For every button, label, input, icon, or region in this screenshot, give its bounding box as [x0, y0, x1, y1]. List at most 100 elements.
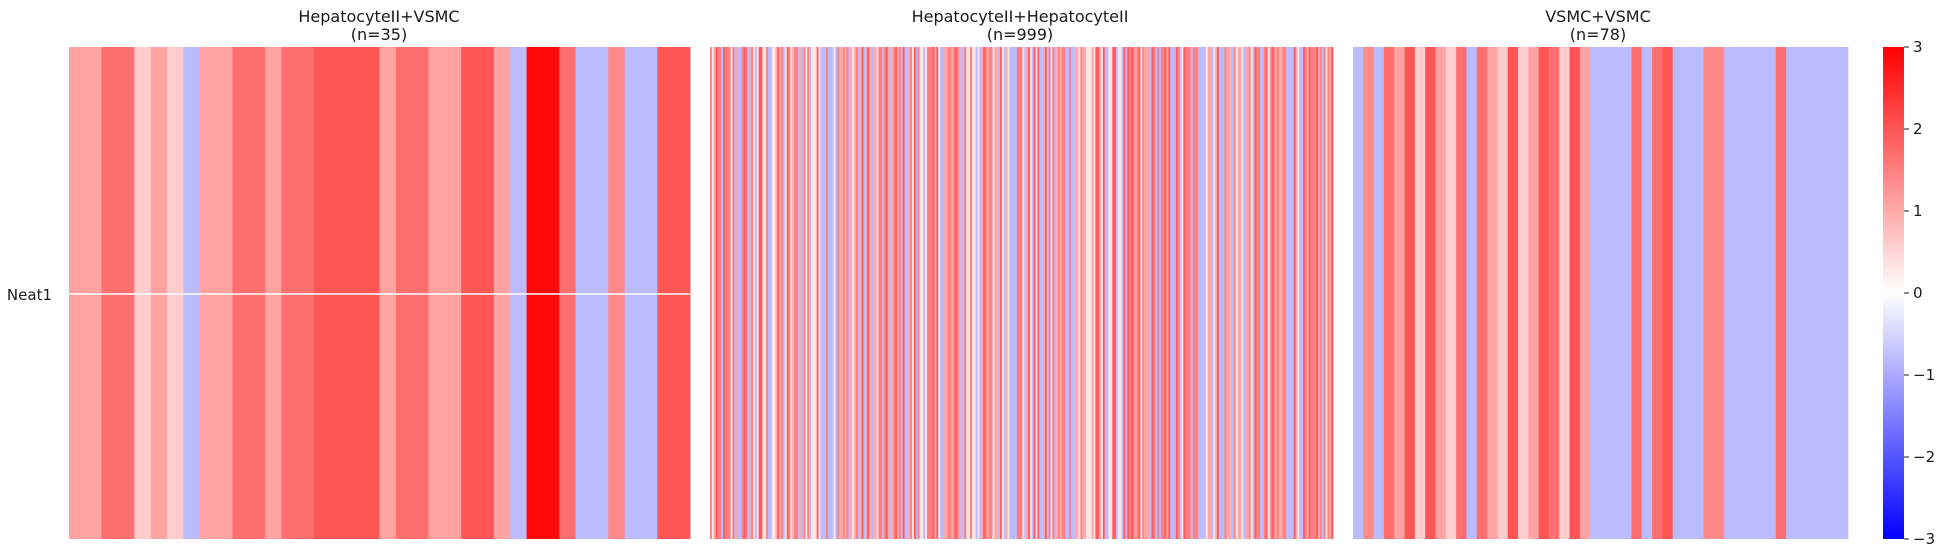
heatmap-cell — [1192, 47, 1195, 539]
heatmap-cell — [829, 47, 833, 539]
heatmap-cell — [1121, 47, 1124, 539]
heatmap-cell — [1734, 47, 1746, 539]
panel-hepatocyteii-vsmc — [69, 47, 691, 539]
heatmap-cell — [1097, 47, 1100, 539]
heatmap-cell — [985, 47, 988, 539]
heatmap-cell — [906, 47, 909, 539]
heatmap-cell — [1200, 47, 1203, 539]
heatmap-cell — [1069, 47, 1072, 539]
heatmap-cell — [820, 47, 823, 539]
heatmap-cell — [1276, 47, 1280, 539]
heatmap-cell — [1713, 47, 1725, 539]
heatmap-cell — [825, 47, 829, 539]
heatmap-cell — [1196, 47, 1199, 539]
heatmap-cell — [938, 47, 941, 539]
heatmap-cell — [962, 47, 965, 539]
heatmap-cell — [968, 47, 971, 539]
heatmap-cell — [893, 47, 896, 539]
heatmap-cell — [721, 47, 724, 539]
heatmap-cell — [1187, 47, 1190, 539]
heatmap-cell — [1228, 47, 1231, 539]
heatmap-cell — [477, 47, 495, 539]
heatmap-cell — [964, 47, 967, 539]
heatmap-cell — [1101, 47, 1104, 539]
heatmap-cell — [895, 47, 898, 539]
heatmap-cell — [1130, 47, 1134, 539]
heatmap-cell — [1329, 47, 1332, 539]
heatmap-cell — [717, 47, 720, 539]
heatmap-cell — [713, 47, 717, 539]
heatmap-cell — [1217, 47, 1220, 539]
heatmap-cell — [1383, 47, 1395, 539]
heatmap-cell — [1263, 47, 1267, 539]
heatmap-cell — [150, 47, 168, 539]
heatmap-cell — [855, 47, 859, 539]
heatmap-cell — [1288, 47, 1291, 539]
heatmap-cell — [814, 47, 818, 539]
heatmap-cell — [921, 47, 924, 539]
panel-2-title: HepatocyteII+HepatocyteII — [912, 7, 1129, 26]
heatmap-cell — [788, 47, 791, 539]
heatmap-cell — [1018, 47, 1021, 539]
heatmap-cell — [998, 47, 1001, 539]
heatmap-cell — [1185, 47, 1188, 539]
heatmap-cell — [1528, 47, 1540, 539]
heatmap-cell — [728, 47, 731, 539]
heatmap-cell — [1160, 47, 1164, 539]
heatmap-cell — [1190, 47, 1194, 539]
heatmap-cell — [1037, 47, 1040, 539]
heatmap-cell — [101, 47, 119, 539]
panel-3-subtitle: (n=78) — [1570, 25, 1626, 44]
heatmap-cell — [1231, 47, 1235, 539]
heatmap-cell — [395, 47, 413, 539]
heatmap-cell — [1072, 47, 1076, 539]
heatmap-cell — [876, 47, 879, 539]
heatmap-cell — [768, 47, 771, 539]
heatmap-cell — [1252, 47, 1255, 539]
heatmap-cell — [981, 47, 984, 539]
heatmap-cell — [779, 47, 782, 539]
heatmap-cell — [1215, 47, 1218, 539]
heatmap-cell — [1159, 47, 1162, 539]
heatmap-cell — [743, 47, 746, 539]
heatmap-cell — [1157, 47, 1160, 539]
heatmap-cell — [867, 47, 870, 539]
heatmap-cell — [859, 47, 862, 539]
heatmap-cell — [1538, 47, 1550, 539]
heatmap-cell — [1280, 47, 1283, 539]
colorbar-tick-label: −1 — [1913, 366, 1935, 384]
heatmap-cell — [1273, 47, 1276, 539]
heatmap-cell — [1048, 47, 1051, 539]
heatmap-cell — [1755, 47, 1766, 539]
heatmap-cell — [1087, 47, 1091, 539]
heatmap-cell — [1304, 47, 1308, 539]
heatmap-cell — [183, 47, 201, 539]
heatmap-cell — [1806, 47, 1818, 539]
heatmap-cell — [1218, 47, 1222, 539]
heatmap-cell — [844, 47, 847, 539]
heatmap-cell — [885, 47, 889, 539]
heatmap-cell — [915, 47, 919, 539]
heatmap-cell — [1293, 47, 1296, 539]
heatmap-cell — [1222, 47, 1225, 539]
heatmap-cell — [1183, 47, 1186, 539]
heatmap-cell — [1243, 47, 1246, 539]
heatmap-cell — [941, 47, 945, 539]
heatmap-cell — [1310, 47, 1313, 539]
heatmap-cell — [1052, 47, 1055, 539]
heatmap-cell — [812, 47, 816, 539]
heatmap-cell — [1404, 47, 1416, 539]
heatmap-cell — [973, 47, 977, 539]
heatmap-cell — [749, 47, 752, 539]
heatmap-cell — [1129, 47, 1132, 539]
heatmap-cell — [1194, 47, 1197, 539]
heatmap-cell — [346, 47, 364, 539]
heatmap-cell — [1031, 47, 1035, 539]
heatmap-cell — [799, 47, 803, 539]
heatmap-cell — [1078, 47, 1081, 539]
heatmap-cell — [1327, 47, 1330, 539]
heatmap-cell — [762, 47, 765, 539]
heatmap-cell — [1237, 47, 1240, 539]
heatmap-cell — [1299, 47, 1302, 539]
heatmap-cell — [1067, 47, 1070, 539]
